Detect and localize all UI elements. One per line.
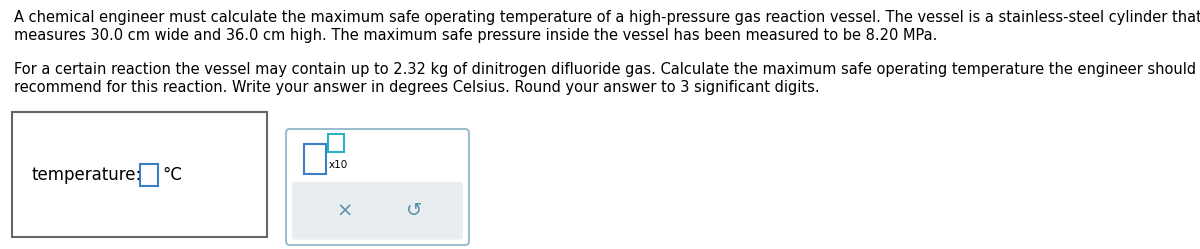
Text: recommend for this reaction. Write your answer in degrees Celsius. Round your an: recommend for this reaction. Write your … <box>14 80 820 95</box>
Bar <box>328 134 344 152</box>
Text: ×: × <box>336 201 353 220</box>
FancyBboxPatch shape <box>286 129 469 245</box>
Text: measures 30.0 cm wide and 36.0 cm high. The maximum safe pressure inside the ves: measures 30.0 cm wide and 36.0 cm high. … <box>14 28 937 43</box>
Text: temperature:: temperature: <box>32 166 143 184</box>
Text: x10: x10 <box>329 160 348 170</box>
Bar <box>12 112 266 237</box>
Bar <box>140 164 158 186</box>
Bar <box>304 144 326 174</box>
FancyBboxPatch shape <box>292 182 463 240</box>
Text: A chemical engineer must calculate the maximum safe operating temperature of a h: A chemical engineer must calculate the m… <box>14 10 1200 25</box>
Text: ↺: ↺ <box>406 201 422 220</box>
Text: °C: °C <box>162 166 182 184</box>
Text: For a certain reaction the vessel may contain up to 2.32 kg of dinitrogen difluo: For a certain reaction the vessel may co… <box>14 62 1196 77</box>
